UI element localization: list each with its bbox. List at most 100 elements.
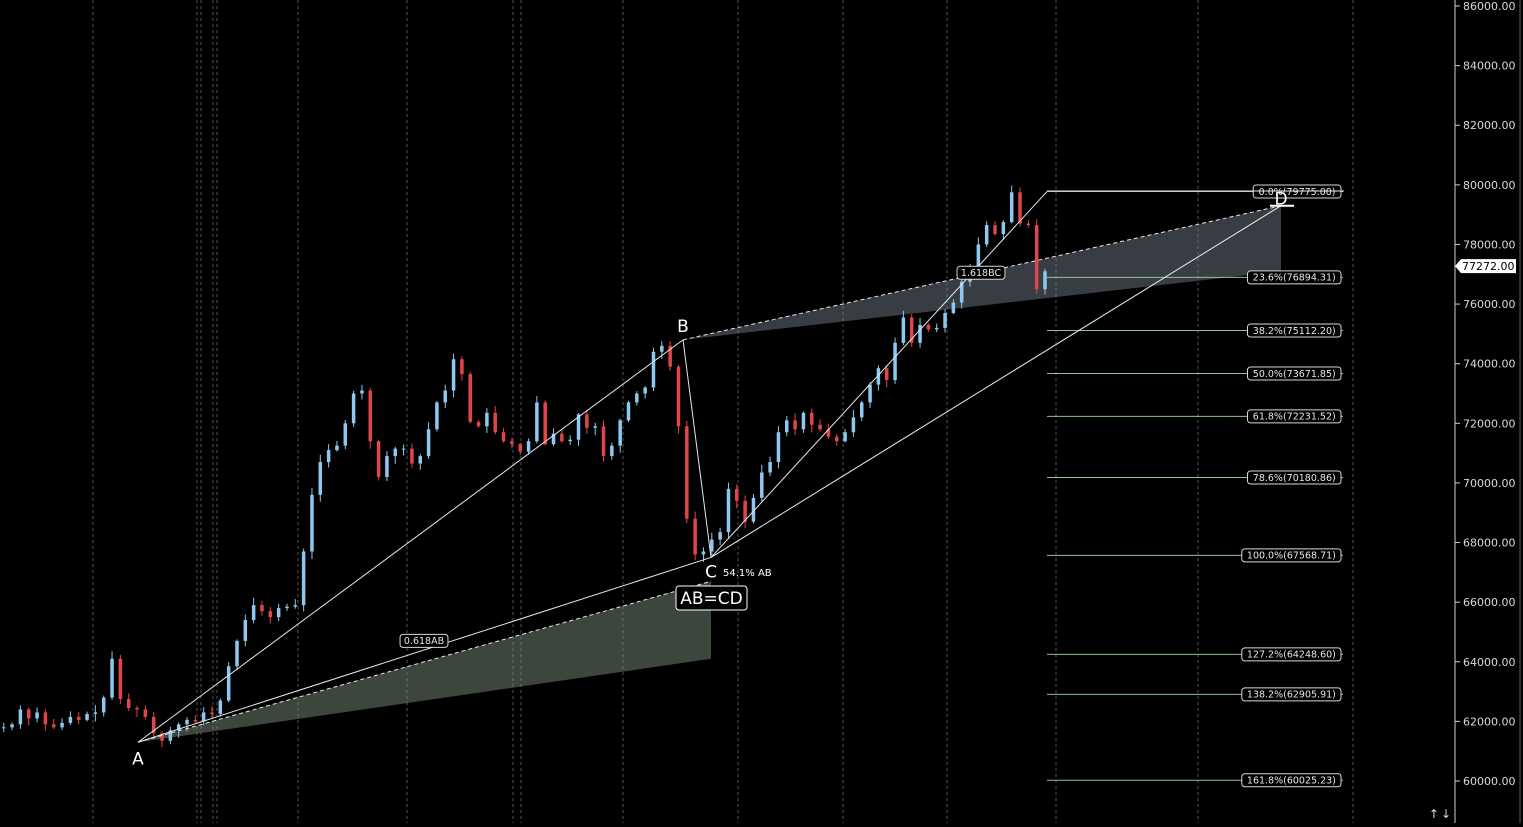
candle-body-84 — [701, 551, 706, 555]
fib-label-5: 78.6%(70180.86) — [1253, 473, 1336, 484]
candle-body-67 — [560, 433, 564, 442]
pattern-labels: A B C D 54.1% AB AB=CD 0.618AB 1.618BC — [132, 190, 1287, 770]
candle-body-31 — [260, 605, 264, 612]
last-price-tag — [1455, 259, 1516, 274]
candle-body-119 — [993, 225, 997, 235]
candle-body-37 — [310, 494, 314, 552]
y-tick-label-2: 64000.00 — [1463, 656, 1516, 669]
y-tick-label-9: 78000.00 — [1463, 238, 1516, 251]
candle-body-53 — [443, 390, 447, 403]
candle-body-69 — [576, 414, 581, 440]
candle-body-28 — [235, 640, 239, 667]
y-tick-label-3: 66000.00 — [1463, 596, 1516, 609]
candle-body-17 — [143, 709, 148, 717]
candle-body-81 — [676, 366, 681, 427]
y-tick-label-13: 86000.00 — [1463, 0, 1516, 13]
candle-body-80 — [668, 345, 672, 367]
candle-body-13 — [110, 658, 114, 698]
candle-body-50 — [418, 456, 422, 464]
candle-body-79 — [660, 345, 664, 352]
fib-label-4: 61.8%(72231.52) — [1253, 412, 1336, 423]
candle-body-108 — [901, 317, 906, 343]
candle-body-122 — [1018, 192, 1022, 224]
bc-retrace-label: 54.1% AB — [723, 568, 772, 579]
candle-body-29 — [243, 620, 248, 641]
candle-body-57 — [476, 421, 481, 427]
candle-body-24 — [201, 712, 206, 722]
candle-body-110 — [918, 324, 922, 343]
y-tick-label-10: 80000.00 — [1463, 179, 1516, 192]
candle-body-114 — [951, 302, 956, 314]
y-tick-label-5: 70000.00 — [1463, 477, 1516, 490]
candle-body-14 — [118, 658, 123, 700]
candle-body-93 — [776, 432, 781, 463]
candle-body-8 — [68, 716, 73, 723]
bc-ratio-label-box — [956, 265, 1006, 280]
candle-body-55 — [460, 359, 464, 375]
candle-body-32 — [268, 611, 273, 618]
abcd-label: AB=CD — [680, 589, 743, 609]
candle-body-3 — [26, 709, 31, 719]
candle-body-70 — [585, 414, 589, 428]
candle-body-88 — [735, 488, 739, 501]
candle-body-109 — [909, 317, 914, 343]
candle-body-7 — [60, 722, 64, 728]
fib-label-9: 161.8%(60025.23) — [1247, 776, 1336, 787]
candle-body-44 — [368, 390, 373, 442]
ab-ratio-label: 0.618AB — [404, 636, 444, 647]
candle-body-46 — [385, 456, 389, 477]
candle-body-47 — [393, 448, 398, 457]
last-price-label: 77272.00 — [1462, 260, 1515, 273]
candle-body-125 — [1043, 271, 1047, 290]
fib-label-0: 0.0%(79775.00) — [1259, 187, 1336, 198]
candle-body-43 — [360, 390, 364, 394]
candle-body-120 — [1001, 222, 1006, 235]
candle-body-61 — [510, 441, 514, 445]
candle-body-30 — [251, 605, 256, 621]
candle-body-52 — [435, 402, 439, 430]
candle-body-35 — [293, 605, 298, 607]
candle-body-26 — [218, 700, 223, 714]
candle-body-123 — [1026, 223, 1031, 226]
price-axis: 60000.00 62000.00 64000.00 66000.00 68000.00… — [1454, 0, 1521, 823]
candle-body-18 — [151, 716, 156, 734]
candle-body-65 — [543, 402, 547, 445]
leg-ab — [137, 339, 684, 743]
ab-ratio-label-box — [399, 633, 449, 648]
candle-body-0 — [2, 727, 6, 729]
candle-body-58 — [485, 412, 489, 427]
candle-body-89 — [743, 500, 747, 522]
candle-body-86 — [718, 532, 722, 540]
abcd-box — [675, 585, 748, 611]
pattern-shades — [138, 205, 1281, 743]
bc-projection-zone — [683, 205, 1281, 340]
fib-label-0-box — [1252, 184, 1342, 199]
fib-label-4-box — [1247, 409, 1342, 424]
candle-body-64 — [535, 402, 539, 442]
candle-body-40 — [335, 445, 339, 451]
y-tick-label-12: 84000.00 — [1463, 60, 1516, 73]
candle-body-42 — [351, 393, 356, 424]
candle-body-90 — [751, 497, 756, 522]
candle-body-106 — [884, 368, 889, 381]
candle-body-27 — [226, 666, 231, 701]
candle-body-85 — [710, 539, 714, 552]
candle-body-96 — [801, 412, 806, 430]
candle-body-39 — [326, 450, 331, 463]
candle-body-87 — [726, 488, 731, 533]
candle-body-34 — [285, 606, 289, 609]
candle-body-75 — [626, 402, 631, 421]
candle-body-38 — [318, 462, 323, 495]
fib-label-1: 23.6%(76894.31) — [1253, 273, 1336, 284]
fib-label-6-box — [1241, 548, 1342, 563]
candle-body-103 — [859, 402, 864, 418]
y-tick-label-6: 72000.00 — [1463, 417, 1516, 430]
candle-body-1 — [10, 724, 14, 728]
candle-body-48 — [401, 448, 406, 450]
candle-body-4 — [35, 712, 39, 719]
y-tick-label-7: 74000.00 — [1463, 358, 1516, 371]
fib-label-5-box — [1247, 470, 1342, 485]
scroll-arrows[interactable]: ↑↓ — [1428, 807, 1453, 821]
